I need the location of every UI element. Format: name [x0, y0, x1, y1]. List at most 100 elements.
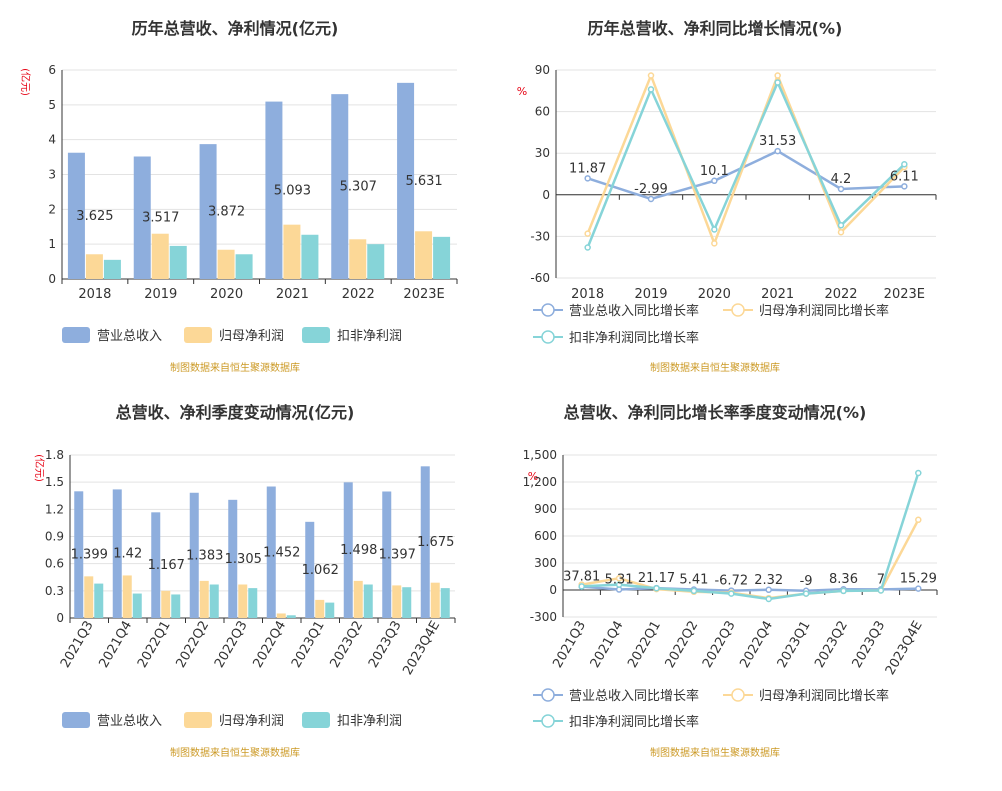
y-tick-label: 300: [534, 556, 557, 570]
chart-annual_amount: 历年总营收、净利情况(亿元) (亿元) 0 1 2 3 4 5 6 2018 2019 2020 202…: [19, 19, 458, 374]
x-tick-label: 2023Q1: [775, 619, 814, 671]
series-point: [647, 195, 655, 203]
x-tick-label: 2022Q4: [737, 619, 776, 671]
bar-parent-profit: [392, 585, 402, 618]
y-tick-label: -60: [530, 271, 550, 285]
bar-parent-profit: [315, 599, 325, 618]
chart-quarterly_growth: 总营收、净利同比增长率季度变动情况(%)% -300 0 300 600 900 1,200…: [523, 403, 938, 759]
series-point: [711, 177, 718, 185]
bar-parent-profit: [276, 613, 286, 618]
legend-label: 扣非净利润: [337, 714, 402, 729]
data-label: 1.397: [379, 548, 416, 563]
chart-title: 总营收、净利同比增长率季度变动情况(%): [564, 403, 867, 422]
bar-revenue: [265, 101, 283, 279]
bar-parent-profit: [85, 254, 103, 279]
y-tick-label: 1.2: [45, 502, 64, 516]
legend-label: 扣非净利润同比增长率: [569, 330, 699, 346]
y-tick-label: 60: [535, 105, 550, 119]
legend-marker: [731, 688, 745, 702]
legend-swatch: [184, 327, 212, 343]
data-label: 1.452: [263, 545, 300, 560]
series-line-revenue: [581, 585, 919, 593]
data-label: -9: [800, 574, 813, 589]
x-tick-label: 2022Q1: [625, 619, 664, 671]
data-label: 15.29: [900, 572, 937, 587]
series-point: [915, 516, 922, 524]
y-tick-label: 0.9: [45, 530, 64, 544]
legend-swatch: [62, 712, 90, 728]
legend-label: 扣非净利润同比增长率: [569, 714, 699, 730]
bar-deducted-profit: [367, 244, 385, 279]
legend-swatch: [184, 712, 212, 728]
unit-label: %: [528, 470, 538, 483]
data-label: 11.87: [569, 161, 606, 176]
x-tick-label: 2023Q2: [812, 619, 851, 671]
bar-parent-profit: [217, 249, 235, 279]
data-label: 21.17: [638, 571, 675, 586]
data-label: 3.872: [208, 205, 245, 220]
unit-label: (亿元): [19, 68, 32, 96]
series-point: [837, 222, 845, 229]
series-point: [653, 584, 660, 592]
bar-revenue: [382, 491, 392, 618]
data-label: 5.093: [274, 183, 311, 198]
legend-marker: [541, 714, 555, 728]
x-tick-label: 2023E: [403, 287, 444, 302]
data-label: 7: [877, 572, 885, 587]
bar-deducted-profit: [286, 615, 296, 618]
y-tick-label: -30: [530, 229, 550, 243]
y-tick-label: 0.3: [45, 584, 64, 598]
y-tick-label: 30: [535, 146, 550, 160]
x-tick-label: 2019: [634, 287, 667, 302]
legend-label: 营业总收入: [97, 329, 162, 344]
unit-label: %: [517, 85, 527, 98]
x-tick-label: 2018: [78, 287, 111, 302]
data-label: 5.307: [340, 180, 377, 195]
series-point: [615, 581, 623, 588]
series-point: [765, 595, 772, 603]
legend-label: 营业总收入同比增长率: [569, 303, 699, 319]
y-tick-label: 4: [48, 133, 56, 147]
x-tick-label: 2019: [144, 287, 177, 302]
series-point: [584, 230, 591, 237]
y-tick-label: 1.8: [45, 448, 64, 462]
x-tick-label: 2022Q4: [250, 619, 289, 671]
bar-revenue: [74, 491, 84, 618]
bar-deducted-profit: [209, 584, 219, 618]
bar-revenue: [199, 144, 217, 279]
x-tick-label: 2021: [276, 287, 309, 302]
bar-revenue: [67, 152, 85, 279]
x-tick-label: 2020: [210, 287, 243, 302]
series-point: [915, 469, 922, 477]
series-line-revenue: [587, 149, 905, 201]
bar-deducted-profit: [103, 259, 121, 279]
data-label: 10.1: [700, 164, 729, 179]
bar-revenue: [151, 512, 161, 618]
bar-parent-profit: [415, 231, 433, 279]
legend-swatch: [62, 327, 90, 343]
series-point: [578, 583, 585, 590]
series-point: [584, 175, 591, 182]
chart-annual_growth: 历年总营收、净利同比增长情况(%)% -60 -30 0 30 60 90 2018 2019 2…: [517, 19, 937, 374]
y-tick-label: 1,200: [523, 475, 557, 489]
bar-deducted-profit: [94, 583, 104, 618]
y-tick-label: 90: [535, 63, 550, 77]
series-point: [774, 147, 781, 155]
bar-parent-profit: [122, 575, 132, 618]
data-label: -6.72: [714, 574, 748, 589]
bar-deducted-profit: [363, 584, 373, 618]
x-tick-label: 2023Q4E: [400, 619, 443, 678]
y-tick-label: -300: [530, 610, 557, 624]
x-tick-label: 2022: [342, 287, 375, 302]
series-point: [901, 161, 908, 168]
x-tick-label: 2022Q2: [663, 619, 702, 671]
bar-parent-profit: [199, 580, 209, 618]
y-tick-label: 2: [48, 202, 56, 216]
y-tick-label: 1.5: [45, 475, 64, 489]
y-tick-label: 1: [48, 237, 56, 251]
data-label: 5.31: [605, 573, 634, 588]
legend: 营业总收入 归母净利润 扣非净利润: [62, 327, 402, 344]
bar-revenue: [133, 156, 151, 279]
